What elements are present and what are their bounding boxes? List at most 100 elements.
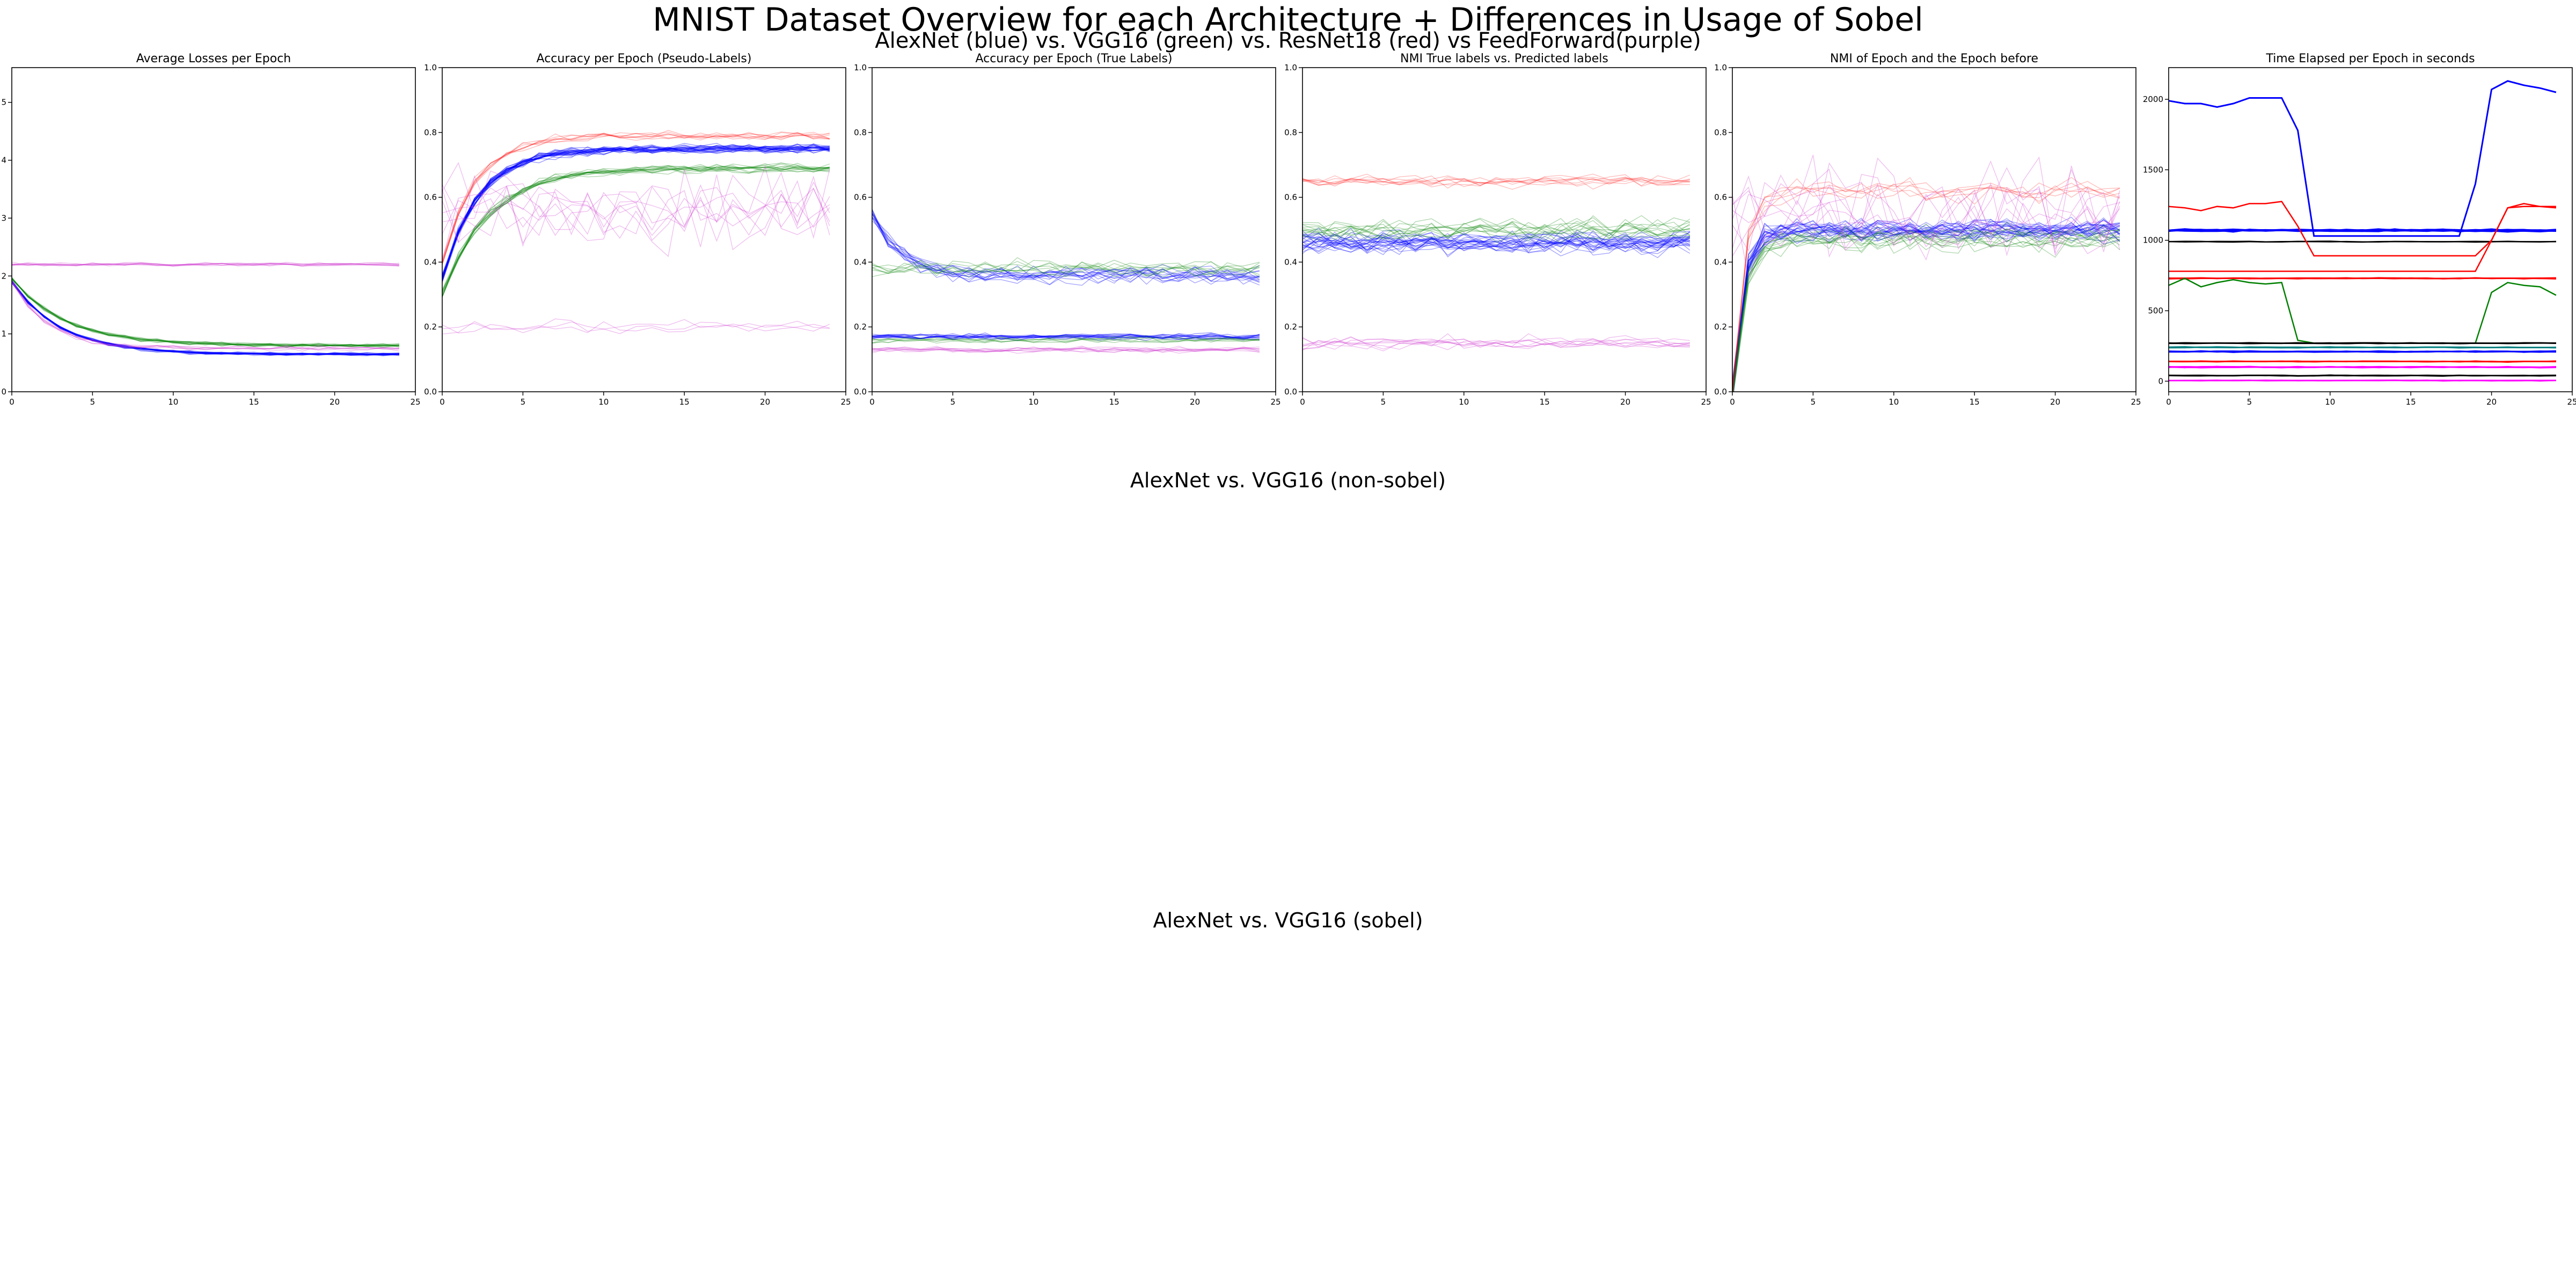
series-line-vgg16	[872, 262, 1260, 277]
chart-panel-0: Average Losses per Epoch 0 5 10 15 20 25 0 1 2 3 4 5	[1, 52, 420, 407]
series-line-alexnet	[12, 281, 399, 356]
x-tick-label: 20	[1620, 397, 1630, 407]
series-line-feedforward	[442, 174, 830, 251]
series-line-alexnet	[1732, 221, 2120, 382]
series-line-alexnet	[12, 283, 399, 356]
series-line-alexnet	[442, 145, 830, 279]
y-tick-label: 0.8	[1284, 128, 1297, 137]
series-line-alexnet	[12, 282, 399, 356]
y-tick-label: 0.4	[854, 257, 867, 267]
series-line-alexnet	[442, 144, 830, 279]
series-line-alexnet	[872, 209, 1260, 282]
x-tick-label: 10	[1028, 397, 1038, 407]
series-line-feedforward	[12, 281, 400, 352]
series-line-feedforward	[12, 262, 399, 267]
series-line-alexnet	[442, 144, 830, 280]
series-line-feedforward	[12, 262, 399, 266]
series-line-alexnet	[1732, 220, 2120, 392]
series-line-alexnet	[12, 282, 399, 355]
series-line-vgg16	[1302, 223, 1690, 239]
series-line-vgg16	[872, 336, 1260, 343]
series-line-feedforward	[12, 280, 399, 350]
series-line-alexnet	[872, 213, 1260, 281]
series-line-feedforward	[442, 319, 830, 334]
series-line-resnet18	[2169, 277, 2556, 280]
series-line-feedforward	[12, 282, 399, 352]
series-line-alexnet	[1732, 225, 2120, 392]
series-line-feedforward	[1732, 187, 2120, 279]
axes-frame	[2168, 67, 2573, 392]
series-line-vgg16	[12, 277, 399, 347]
series-line-vgg16	[12, 277, 399, 347]
series-line-alexnet	[1732, 224, 2120, 390]
series-line-vgg16	[872, 337, 1260, 344]
series-line-vgg16	[442, 165, 830, 294]
series-line-resnet18	[1732, 177, 2120, 392]
x-tick-label: 20	[2486, 397, 2497, 407]
series-line-alexnet	[1302, 230, 1690, 253]
series-line-alexnet	[1302, 232, 1690, 256]
series-line-teal	[2169, 346, 2556, 349]
series-line-alexnet	[1732, 218, 2120, 392]
series-line-vgg16	[1302, 220, 1690, 239]
series-line-alexnet	[1733, 220, 2120, 392]
series-line-alexnet	[1732, 219, 2120, 392]
series-line-alexnet	[872, 210, 1260, 283]
series-line-resnet18	[1302, 174, 1690, 187]
series-line-vgg16	[12, 279, 399, 348]
y-tick-label: 3	[1, 213, 6, 223]
axes-frame	[442, 67, 846, 392]
series-line-vgg16	[1732, 226, 2120, 392]
x-tick-label: 10	[168, 397, 178, 407]
series-line-alexnet	[12, 281, 399, 357]
series-line-alexnet	[1302, 232, 1690, 256]
y-tick-label: 0.2	[1714, 322, 1727, 332]
series-line-vgg16	[12, 277, 399, 347]
y-tick-label: 1.0	[854, 63, 867, 72]
series-line-vgg16	[1732, 228, 2120, 386]
y-tick-label: 0.6	[424, 193, 437, 202]
series-line-vgg16	[442, 162, 830, 293]
series-line-alexnet	[442, 146, 830, 280]
series-line-alexnet	[872, 333, 1260, 340]
series-line-vgg16	[872, 336, 1260, 344]
series-line-alexnet	[2169, 80, 2557, 237]
series-line-alexnet	[442, 145, 830, 283]
series-line-alexnet	[12, 283, 399, 356]
series-line-resnet18	[442, 131, 830, 265]
series-line-feedforward	[442, 321, 830, 335]
y-tick-label: 0.0	[1714, 387, 1727, 397]
series-line-vgg16	[442, 165, 830, 290]
x-tick-label: 15	[2406, 397, 2416, 407]
series-line-feedforward	[12, 279, 399, 352]
series-line-alexnet	[12, 281, 399, 356]
series-line-vgg16	[442, 166, 830, 293]
y-tick-label: 0.6	[854, 193, 867, 202]
series-line-alexnet	[1732, 217, 2120, 392]
series-line-feedforward	[1302, 339, 1690, 350]
series-line-vgg16	[442, 163, 830, 295]
x-tick-label: 20	[330, 397, 340, 407]
series-line-alexnet	[12, 280, 399, 356]
series-line-vgg16	[1732, 221, 2120, 392]
series-line-alexnet	[442, 144, 830, 276]
series-line-resnet18	[1302, 175, 1690, 190]
series-line-resnet18	[442, 131, 830, 259]
series-line-alexnet	[1732, 222, 2120, 380]
series-line-feedforward	[12, 282, 399, 351]
x-tick-label: 20	[1190, 397, 1200, 407]
series-line-vgg16	[1732, 224, 2120, 392]
series-line-alexnet	[872, 217, 1260, 286]
x-tick-label: 0	[9, 397, 14, 407]
series-line-alexnet	[1302, 232, 1690, 252]
series-line-alexnet	[1302, 233, 1690, 257]
series-line-feedforward	[1732, 155, 2120, 261]
y-tick-label: 0.2	[424, 322, 437, 332]
figure-title: MNIST Dataset Overview for each Architec…	[653, 1, 1923, 39]
x-tick-label: 10	[1889, 397, 1899, 407]
y-tick-label: 0	[2158, 376, 2163, 386]
series-line-alexnet	[1302, 228, 1690, 258]
y-tick-label: 0.8	[424, 128, 437, 137]
series-line-alexnet	[2169, 228, 2556, 232]
series-line-alexnet	[1302, 230, 1690, 252]
